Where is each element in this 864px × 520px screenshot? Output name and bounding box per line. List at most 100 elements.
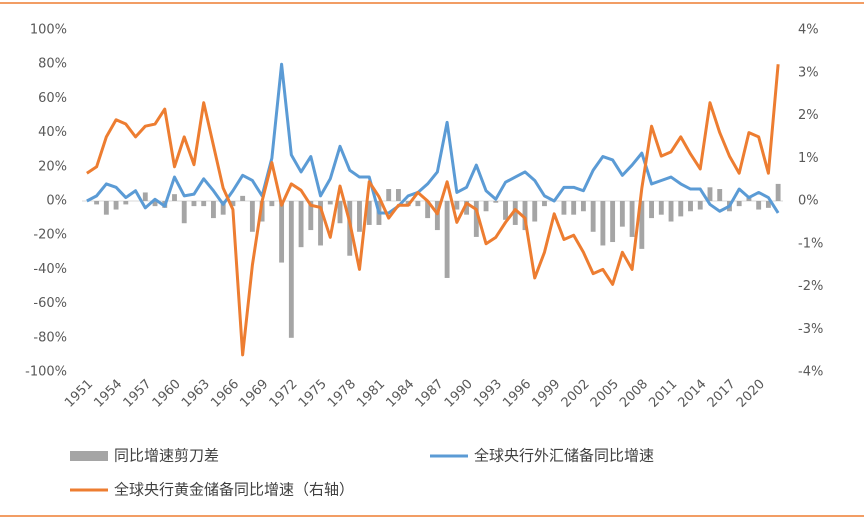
x-tick-label: 1981 <box>354 377 388 411</box>
bar <box>94 201 100 205</box>
x-tick-label: 1972 <box>267 377 301 411</box>
bar <box>220 201 226 215</box>
bar <box>357 201 362 232</box>
x-tick-label: 2011 <box>646 377 680 411</box>
y-tick-label: 40% <box>38 125 67 140</box>
y-tick-label: 60% <box>38 91 67 106</box>
legend-label: 全球央行外汇储备同比增速 <box>474 447 654 465</box>
bar <box>658 201 664 215</box>
x-tick-label: 2002 <box>559 377 593 411</box>
bar <box>590 201 596 232</box>
bar <box>736 201 742 207</box>
bar <box>444 201 450 278</box>
bar <box>746 197 752 201</box>
bar <box>259 201 265 222</box>
y2-tick-label: -3% <box>798 322 823 337</box>
bar <box>765 201 771 208</box>
bar <box>678 201 684 217</box>
bar <box>580 201 586 212</box>
bar <box>152 201 158 207</box>
bar <box>425 201 431 219</box>
bar <box>211 201 216 219</box>
bar <box>532 201 538 222</box>
y2-tick-label: 3% <box>798 65 819 80</box>
bar <box>571 201 577 215</box>
bar <box>464 201 470 215</box>
x-tick-label: 1963 <box>179 377 213 411</box>
bar <box>123 201 129 205</box>
x-tick-label: 1996 <box>500 377 534 411</box>
x-tick-label: 1990 <box>442 377 476 411</box>
y-tick-label: -20% <box>33 228 67 243</box>
bar <box>327 201 333 205</box>
bar <box>308 201 314 231</box>
bar <box>201 201 207 207</box>
x-tick-label: 2017 <box>705 377 739 411</box>
x-tick-label: 2020 <box>734 377 768 411</box>
x-tick-label: 2008 <box>617 377 651 411</box>
bar <box>639 201 645 249</box>
bar <box>717 189 723 201</box>
bar <box>142 192 148 201</box>
bar <box>318 201 323 246</box>
x-tick-label: 1957 <box>121 377 155 411</box>
y-tick-label: 100% <box>30 23 67 38</box>
y2-tick-label: -1% <box>798 236 823 251</box>
bar <box>172 194 177 201</box>
y-tick-label: -40% <box>33 262 67 277</box>
bar <box>707 187 713 201</box>
bar <box>512 201 518 225</box>
y2-tick-label: 1% <box>798 151 819 166</box>
bar <box>191 201 197 207</box>
bar <box>113 201 119 210</box>
bar <box>288 201 294 338</box>
bar <box>600 201 606 246</box>
x-tick-label: 2014 <box>676 377 710 411</box>
legend-label: 同比增速剪刀差 <box>114 447 219 465</box>
y2-tick-label: -4% <box>798 365 823 380</box>
bar <box>240 195 246 201</box>
bar <box>483 201 489 212</box>
legend-swatch <box>70 451 108 461</box>
bar <box>697 201 703 210</box>
y2-tick-label: 2% <box>798 108 819 123</box>
y2-tick-label: 0% <box>798 194 819 209</box>
y-tick-label: 80% <box>38 57 67 72</box>
bar <box>493 201 499 203</box>
x-tick-label: 1960 <box>150 377 184 411</box>
bar <box>434 201 440 231</box>
bar <box>454 201 460 210</box>
y-tick-label: 0% <box>46 194 67 209</box>
x-tick-label: 1951 <box>62 377 96 411</box>
bar <box>561 201 567 215</box>
bar <box>473 201 479 237</box>
bar <box>649 201 654 219</box>
bar <box>366 201 372 225</box>
x-tick-label: 1975 <box>296 377 330 411</box>
x-tick-label: 2005 <box>588 377 622 411</box>
bar <box>610 201 616 243</box>
line <box>86 62 780 215</box>
bar <box>298 201 304 248</box>
x-tick-label: 1978 <box>325 377 359 411</box>
y-tick-label: -60% <box>33 296 67 311</box>
x-tick-label: 1969 <box>237 377 271 411</box>
bar <box>629 201 635 237</box>
bar <box>249 201 255 232</box>
bar <box>181 201 187 224</box>
bar <box>688 201 693 212</box>
y-tick-label: 20% <box>38 159 67 174</box>
bar <box>619 201 625 227</box>
bar <box>386 189 392 201</box>
bar <box>279 201 285 263</box>
bar <box>269 201 275 207</box>
bar <box>756 201 762 210</box>
bar <box>103 201 109 215</box>
legend-label: 全球央行黄金储备同比增速（右轴） <box>114 481 354 499</box>
line <box>86 64 780 357</box>
x-tick-label: 1954 <box>91 377 125 411</box>
x-tick-label: 1984 <box>383 377 417 411</box>
bar <box>522 201 528 231</box>
x-tick-label: 1993 <box>471 377 505 411</box>
